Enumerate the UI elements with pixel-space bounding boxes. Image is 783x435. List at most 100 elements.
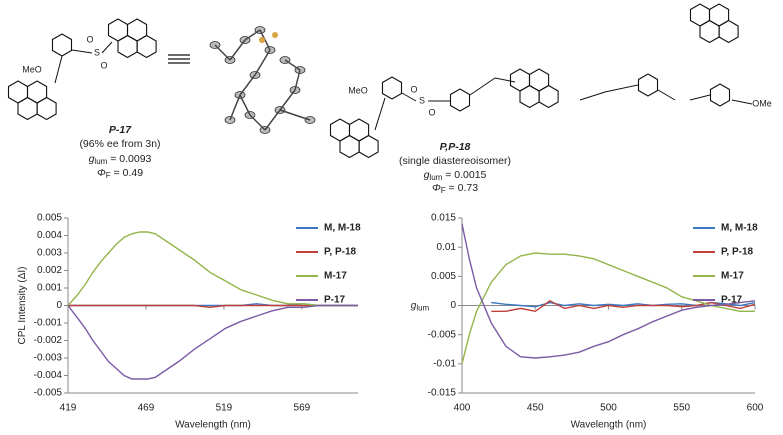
ring <box>449 88 471 112</box>
bond <box>214 44 231 61</box>
subscript: lum <box>94 157 107 166</box>
atom-label: S <box>419 95 425 105</box>
atom-label: O <box>86 34 93 44</box>
atom-label: O <box>100 60 107 70</box>
ring <box>136 34 157 59</box>
x-tick-label: 569 <box>294 403 311 414</box>
bond <box>254 49 271 76</box>
glum: glum = 0.0015 <box>424 169 487 182</box>
x-tick-label: 500 <box>600 403 617 414</box>
y-tick-label: 0.005 <box>37 213 62 224</box>
bond <box>657 89 676 101</box>
glum: glum = 0.0093 <box>89 153 152 166</box>
ring <box>538 84 559 109</box>
compound-note: (single diastereoisomer) <box>399 155 511 167</box>
bond <box>239 74 256 96</box>
bond <box>229 39 246 61</box>
x-axis-label: Wavelength (nm) <box>175 420 251 431</box>
phi: ΦF = 0.73 <box>432 182 478 195</box>
x-tick-label: 400 <box>454 403 471 414</box>
x-tick-label: 519 <box>216 403 233 414</box>
y-axis-label-part: g <box>411 300 417 311</box>
y-tick-label: 0.004 <box>37 230 62 241</box>
y-tick-label: -0.001 <box>34 318 63 329</box>
bond <box>249 114 266 131</box>
legend-label: P-17 <box>324 295 346 306</box>
value: = 0.49 <box>111 167 144 179</box>
x-axis-label: Wavelength (nm) <box>571 420 647 431</box>
y-tick-label: -0.01 <box>433 358 456 369</box>
value: = 0.0015 <box>442 169 486 181</box>
bond <box>689 94 711 101</box>
ring <box>17 96 38 121</box>
ring <box>358 134 379 159</box>
y-axis-label-part: CPL Intensity (ΔI) <box>17 267 28 345</box>
subscript: F <box>441 186 446 195</box>
symbol: g <box>424 169 430 181</box>
legend-label: M-17 <box>324 271 347 282</box>
subscript: F <box>106 171 111 180</box>
series-line <box>491 299 756 313</box>
bond <box>294 69 301 91</box>
ring <box>519 84 540 109</box>
y-axis-label: glum <box>411 300 430 312</box>
y-tick-label: -0.002 <box>34 335 63 346</box>
legend-label: M-17 <box>721 271 744 282</box>
bond <box>284 59 301 71</box>
legend-label: M, M-18 <box>324 223 361 234</box>
x-tick-label: 600 <box>747 403 764 414</box>
legend-label: M, M-18 <box>721 223 758 234</box>
y-tick-label: -0.015 <box>428 388 457 399</box>
subscript: lum <box>429 173 442 182</box>
equivalence-sign <box>168 54 190 64</box>
atom-label: MeO <box>22 64 42 74</box>
y-tick-label: 0.01 <box>437 242 457 253</box>
series-line <box>67 231 358 307</box>
sulfur <box>272 32 278 38</box>
bond <box>494 77 516 83</box>
bond <box>71 49 93 54</box>
bond <box>579 91 606 101</box>
atom-label: MeO <box>348 85 368 95</box>
bond <box>279 109 311 121</box>
value: = 0.73 <box>446 182 479 194</box>
y-tick-label: -0.004 <box>34 370 63 381</box>
bond <box>264 109 281 131</box>
atom-label: OMe <box>752 98 772 108</box>
compound-name: P-17 <box>109 124 132 136</box>
ring <box>51 33 73 57</box>
ring <box>339 134 360 159</box>
y-tick-label: 0.003 <box>37 248 62 259</box>
y-tick-label: 0.005 <box>431 271 456 282</box>
phi: ΦF = 0.49 <box>97 167 143 180</box>
compound-name: P,P-18 <box>440 141 471 153</box>
legend-label: P-17 <box>721 295 743 306</box>
y-tick-label: -0.005 <box>34 388 63 399</box>
ring <box>117 34 138 59</box>
structures <box>7 3 753 159</box>
compound-note: (96% ee from 3n) <box>79 138 160 150</box>
value: = 0.0093 <box>107 153 151 165</box>
series-line <box>461 223 756 359</box>
y-axis-label: CPL Intensity (ΔI) <box>17 267 28 345</box>
series-line <box>68 304 358 309</box>
bond <box>239 94 251 116</box>
ring <box>709 83 731 107</box>
ring <box>718 19 739 44</box>
sulfur <box>259 37 265 43</box>
legend-label: P, P-18 <box>324 247 356 258</box>
y-axis-label-part: lum <box>416 304 429 313</box>
x-tick-label: 450 <box>527 403 544 414</box>
symbol: Φ <box>432 182 441 194</box>
bond <box>54 55 63 84</box>
symbol: Φ <box>97 167 106 179</box>
bond <box>244 29 261 41</box>
atom-label: O <box>428 107 435 117</box>
atom-label: S <box>94 47 100 57</box>
series-line <box>67 304 358 380</box>
y-tick-label: -0.005 <box>428 329 457 340</box>
bond <box>229 94 241 121</box>
atom-label: O <box>410 84 417 94</box>
y-tick-label: 0.001 <box>37 283 62 294</box>
